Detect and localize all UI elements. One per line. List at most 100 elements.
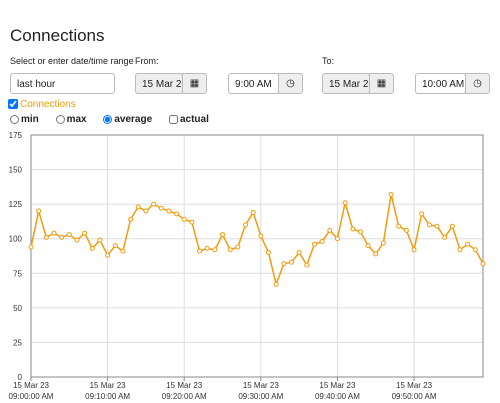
- y-tick-label: 150: [9, 166, 23, 175]
- point: [281, 261, 287, 267]
- radio[interactable]: [103, 114, 113, 124]
- option: min: [21, 114, 39, 125]
- point: [181, 216, 187, 222]
- point: [243, 222, 249, 228]
- y-tick-label: 75: [13, 269, 22, 278]
- point: [120, 248, 126, 254]
- point: [97, 237, 103, 243]
- x-tick-label: 09:20:00 AM: [162, 392, 207, 401]
- series-toggle-label: Connections: [20, 99, 76, 110]
- point: [334, 236, 340, 242]
- x-tick-date: 15 Mar 23: [13, 381, 50, 390]
- option: average: [114, 114, 153, 125]
- point: [273, 281, 279, 287]
- x-tick-label: 09:00:00 AM: [9, 392, 54, 401]
- point: [197, 248, 203, 254]
- point: [449, 223, 455, 229]
- point: [105, 252, 111, 258]
- point: [419, 211, 425, 217]
- point: [151, 201, 157, 207]
- point: [212, 247, 218, 253]
- point: [457, 247, 463, 253]
- point: [396, 223, 402, 229]
- point: [265, 250, 271, 256]
- y-tick-label: 50: [13, 304, 22, 313]
- title: Connections: [10, 26, 105, 45]
- point: [112, 243, 118, 249]
- clock-button[interactable]: ◷: [278, 73, 303, 94]
- point: [250, 209, 256, 215]
- range-label: Select or enter date/time range: [10, 56, 134, 66]
- to-time[interactable]: 10:00 AM: [415, 73, 466, 94]
- radio[interactable]: [55, 114, 65, 124]
- options: min max average actual: [8, 114, 209, 125]
- from-time[interactable]: 9:00 AM: [228, 73, 279, 94]
- point: [304, 262, 310, 268]
- point: [380, 240, 386, 246]
- to-date[interactable]: 15 Mar 2023: [322, 73, 370, 94]
- option: max: [66, 114, 87, 125]
- point: [128, 216, 134, 222]
- calendar-button[interactable]: ▦: [369, 73, 394, 94]
- point: [411, 247, 417, 253]
- point: [36, 208, 42, 214]
- point: [74, 237, 80, 243]
- point: [174, 211, 180, 217]
- clock-button[interactable]: ◷: [465, 73, 490, 94]
- to-label: To:: [322, 56, 335, 66]
- x-tick-label: 09:40:00 AM: [315, 392, 360, 401]
- point: [227, 247, 233, 253]
- y-tick-label: 100: [9, 235, 23, 244]
- plot-frame: [30, 134, 484, 378]
- checkbox[interactable]: [168, 114, 178, 124]
- radio[interactable]: [10, 114, 19, 124]
- x-tick-date: 15 Mar 23: [396, 381, 433, 390]
- point: [143, 208, 149, 214]
- point: [357, 229, 363, 235]
- point: [288, 259, 294, 265]
- point: [365, 243, 371, 249]
- point: [82, 230, 88, 236]
- point: [403, 227, 409, 233]
- x-tick-label: 09:50:00 AM: [392, 392, 437, 401]
- point: [189, 219, 195, 225]
- point: [442, 234, 448, 240]
- point: [204, 245, 210, 251]
- point: [472, 247, 478, 253]
- line: [30, 194, 484, 287]
- y-tick-label: 175: [9, 131, 23, 140]
- x-tick-date: 15 Mar 23: [166, 381, 203, 390]
- series-toggle[interactable]: Connections: [8, 99, 76, 110]
- point: [66, 232, 72, 238]
- x-tick-date: 15 Mar 23: [90, 381, 127, 390]
- point: [166, 208, 172, 214]
- x-tick-date: 15 Mar 23: [243, 381, 280, 390]
- option: actual: [179, 114, 209, 125]
- point: [220, 232, 226, 238]
- point: [327, 227, 333, 233]
- point: [258, 233, 264, 239]
- point: [350, 226, 356, 232]
- point: [51, 230, 57, 236]
- x-tick-label: 09:10:00 AM: [85, 392, 130, 401]
- point: [373, 251, 379, 257]
- point: [89, 245, 95, 251]
- point: [480, 261, 486, 267]
- from-date[interactable]: 15 Mar 2023: [135, 73, 183, 94]
- point: [59, 234, 65, 240]
- point: [311, 241, 317, 247]
- calendar-button[interactable]: ▦: [182, 73, 207, 94]
- range-select[interactable]: last hour: [10, 73, 115, 94]
- point: [158, 205, 164, 211]
- point: [434, 223, 440, 229]
- point: [426, 222, 432, 228]
- point: [342, 200, 348, 206]
- point: [43, 234, 49, 240]
- y-tick-label: 125: [9, 200, 23, 209]
- from-label: From:: [135, 56, 159, 66]
- point: [135, 204, 141, 210]
- point: [235, 244, 241, 250]
- point: [296, 250, 302, 256]
- y-tick-label: 0: [18, 373, 23, 382]
